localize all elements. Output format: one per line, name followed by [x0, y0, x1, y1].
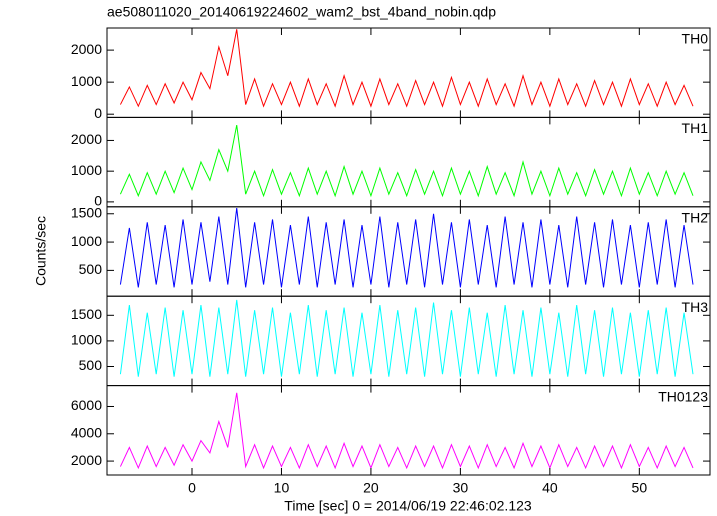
y-tick-label: 500 [79, 357, 103, 373]
y-tick-label: 4000 [71, 424, 102, 440]
y-tick-label: 1000 [71, 332, 102, 348]
panel-frame [106, 27, 711, 118]
x-tick-label: 50 [632, 480, 648, 496]
y-tick-label: 1000 [71, 73, 102, 89]
light-curve [119, 29, 694, 108]
x-tick-label: 30 [453, 480, 469, 496]
panel-frame [106, 206, 711, 297]
y-tick-label: 2000 [71, 41, 102, 57]
x-tick-label: 0 [188, 480, 196, 496]
chart-title: ae508011020_20140619224602_wam2_bst_4ban… [107, 4, 496, 20]
y-tick-label: 6000 [71, 397, 102, 413]
x-axis-label: Time [sec] 0 = 2014/06/19 22:46:02.123 [284, 498, 532, 514]
y-tick-label: 1000 [71, 162, 102, 178]
x-tick-label: 20 [363, 480, 379, 496]
panel-label: TH2 [682, 210, 709, 226]
panel-frame [106, 295, 711, 387]
x-tick-label: 10 [274, 480, 290, 496]
panel-frame [106, 116, 711, 208]
y-tick-label: 500 [79, 261, 103, 277]
panel-label: TH0123 [658, 388, 708, 404]
panel-label: TH1 [682, 120, 709, 136]
panel-label: TH0 [682, 31, 709, 47]
y-tick-label: 1500 [71, 306, 102, 322]
y-tick-label: 2000 [71, 452, 102, 468]
y-tick-label: 0 [94, 105, 102, 121]
light-curve [119, 124, 694, 198]
light-curve [119, 208, 694, 288]
y-tick-label: 0 [94, 193, 102, 209]
y-tick-label: 1000 [71, 233, 102, 249]
x-tick-label: 40 [542, 480, 558, 496]
y-tick-label: 1500 [71, 204, 102, 220]
y-axis-label: Counts/sec [33, 216, 49, 286]
y-tick-label: 2000 [71, 131, 102, 147]
light-curve [119, 299, 694, 377]
light-curve [119, 392, 694, 470]
panel-frame [106, 385, 711, 476]
panel-label: TH3 [682, 299, 709, 315]
